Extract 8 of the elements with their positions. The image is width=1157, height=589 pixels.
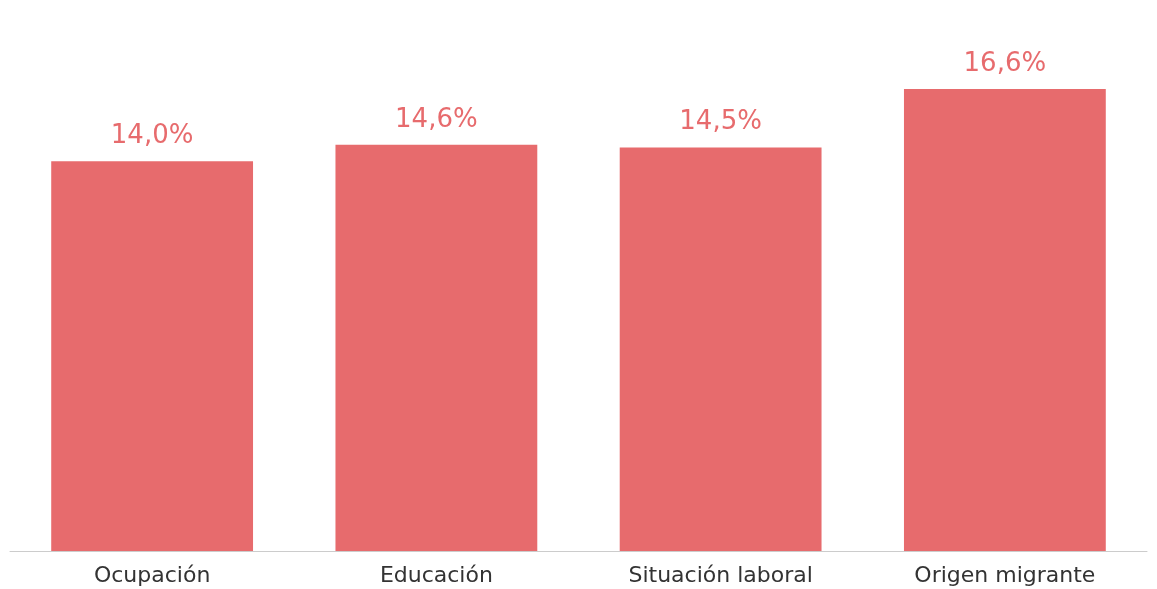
x-tick-label: Ocupación [93, 561, 211, 587]
data-label: 14,5% [679, 105, 762, 136]
data-label: 14,0% [110, 119, 194, 150]
data-label: 14,6% [395, 102, 478, 133]
x-tick-label: Origen migrante [914, 561, 1096, 587]
x-tick-label: Educación [379, 561, 493, 587]
data-label: 16,6% [963, 46, 1047, 77]
x-tick-label: Situación laboral [628, 561, 813, 587]
